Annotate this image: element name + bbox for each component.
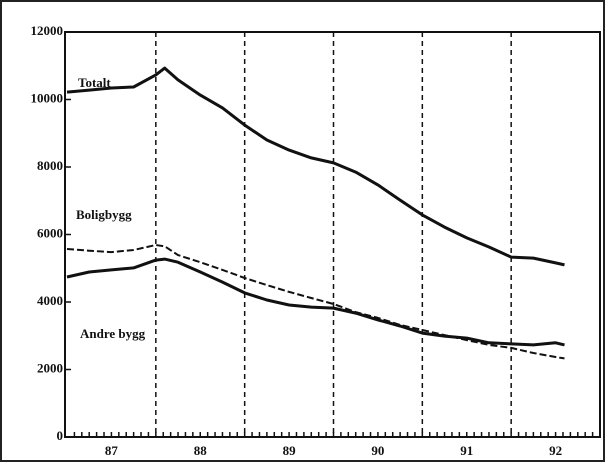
- x-tick-label: 89: [283, 443, 297, 458]
- y-tick-label: 10000: [31, 90, 64, 105]
- series-label: Totalt: [78, 75, 111, 90]
- plot-border: [64, 31, 601, 438]
- series-line: [66, 66, 565, 267]
- series-label: Andre bygg: [80, 326, 146, 341]
- series-label: Boligbygg: [76, 207, 132, 222]
- series-line: [66, 257, 565, 347]
- x-tick-label: 88: [194, 443, 208, 458]
- y-tick-label: 4000: [37, 293, 63, 308]
- x-tick-label: 92: [549, 443, 562, 458]
- y-tick-label: 2000: [37, 360, 63, 375]
- x-tick-label: 87: [105, 443, 119, 458]
- x-tick-label: 91: [460, 443, 473, 458]
- x-tick-label: 90: [371, 443, 384, 458]
- y-tick-label: 0: [57, 428, 64, 443]
- y-tick-label: 6000: [37, 225, 63, 240]
- series-line: [66, 244, 565, 360]
- y-tick-label: 12000: [31, 23, 64, 38]
- y-tick-label: 8000: [37, 158, 63, 173]
